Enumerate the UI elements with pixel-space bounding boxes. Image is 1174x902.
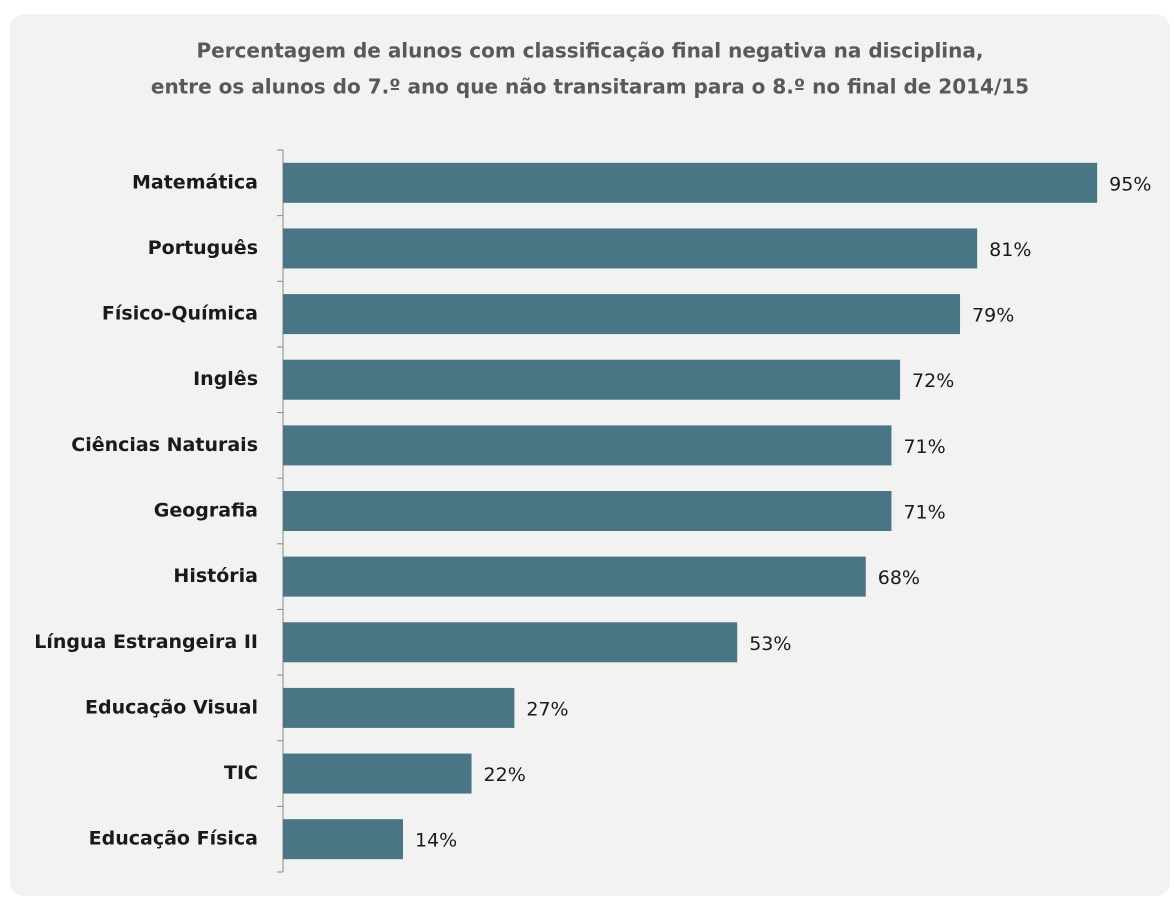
category-label: Educação Visual <box>85 696 258 718</box>
value-label: 14% <box>415 830 457 852</box>
category-label: Geografia <box>154 500 258 522</box>
category-label: História <box>173 565 258 587</box>
category-label: Físico-Química <box>102 303 258 325</box>
bar <box>283 228 978 269</box>
value-label: 79% <box>972 305 1014 327</box>
category-label: Educação Física <box>89 828 258 850</box>
bar <box>283 425 892 466</box>
bar <box>283 819 403 860</box>
category-label: Português <box>148 237 258 259</box>
value-label: 71% <box>903 502 945 524</box>
value-label: 71% <box>903 436 945 458</box>
value-label: 81% <box>989 239 1031 261</box>
bar <box>283 556 866 597</box>
bar <box>283 491 892 531</box>
value-label: 68% <box>878 567 920 589</box>
chart-title: entre os alunos do 7.º ano que não trans… <box>151 75 1029 99</box>
bar <box>283 622 738 663</box>
category-label: Língua Estrangeira II <box>34 631 258 653</box>
category-label: TIC <box>224 762 258 784</box>
bar <box>283 162 1098 203</box>
chart-title: Percentagem de alunos com classificação … <box>196 39 983 63</box>
category-label: Matemática <box>132 171 258 193</box>
value-label: 27% <box>526 698 568 720</box>
value-label: 22% <box>484 764 526 786</box>
value-label: 95% <box>1109 173 1151 195</box>
value-label: 72% <box>912 370 954 392</box>
bar <box>283 753 472 794</box>
category-label: Ciências Naturais <box>71 434 258 456</box>
bar <box>283 294 961 335</box>
value-label: 53% <box>749 633 791 655</box>
bar <box>283 359 901 400</box>
bar <box>283 687 515 728</box>
category-label: Inglês <box>193 368 258 390</box>
